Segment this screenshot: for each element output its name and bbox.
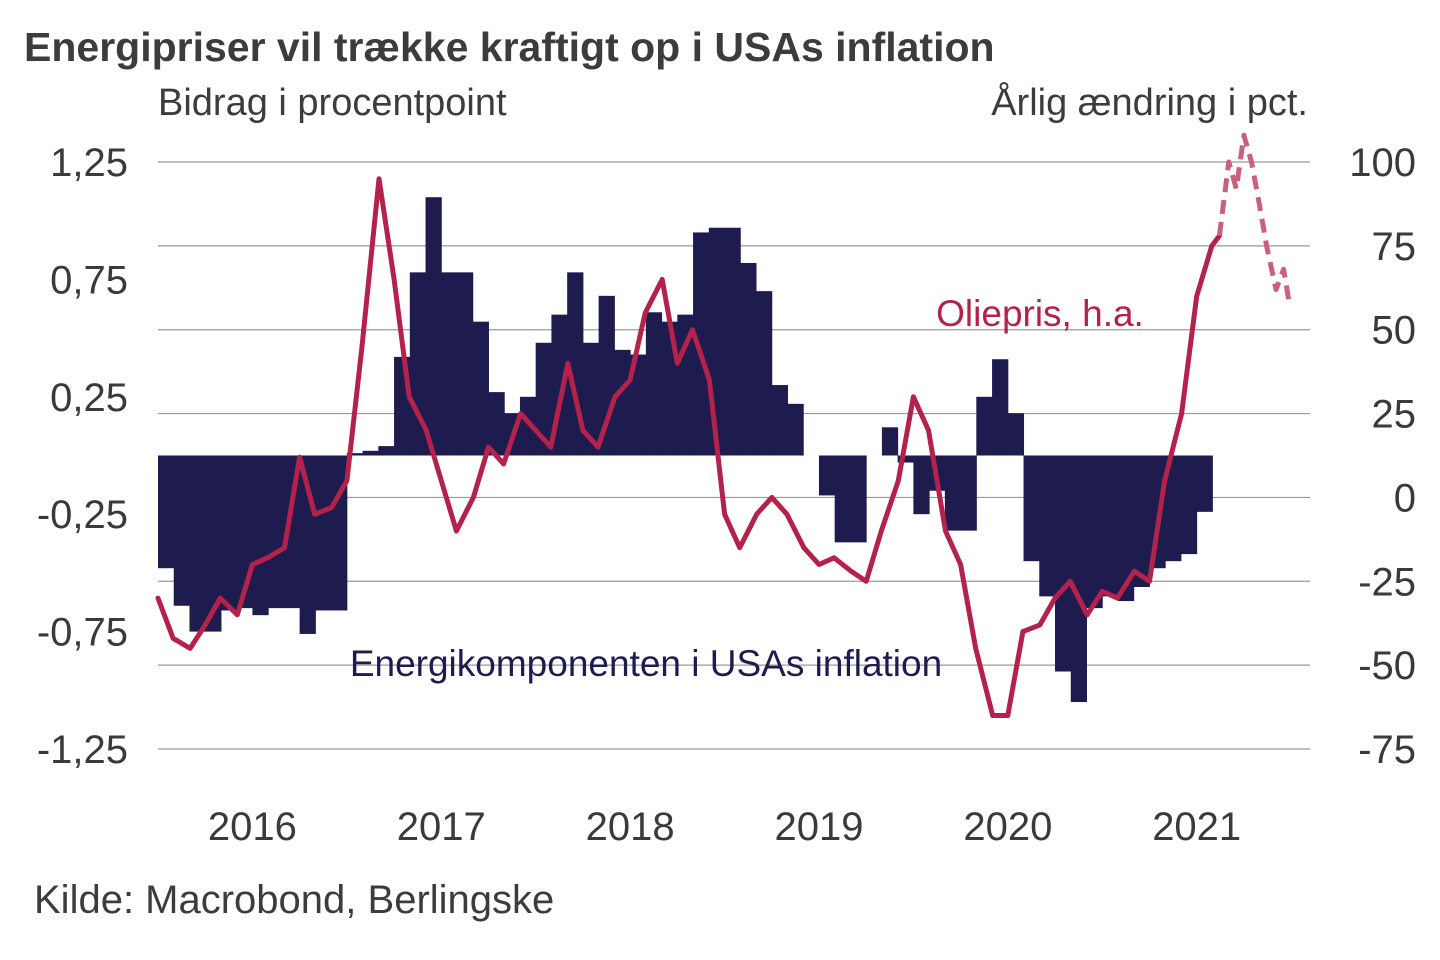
energy-bar bbox=[535, 342, 552, 456]
energy-bar bbox=[425, 197, 442, 456]
energy-bar bbox=[582, 342, 600, 456]
energy-bar bbox=[724, 227, 741, 456]
left-tick-label: -1,25 bbox=[37, 728, 128, 772]
energy-bar bbox=[441, 272, 458, 456]
energy-bar bbox=[1023, 455, 1040, 562]
energy-bar bbox=[913, 455, 930, 515]
energy-bar bbox=[205, 455, 222, 632]
right-tick-label: 0 bbox=[1394, 476, 1416, 520]
energy-bar bbox=[268, 455, 285, 609]
energy-bar bbox=[1055, 455, 1072, 672]
x-tick-label: 2021 bbox=[1152, 805, 1241, 849]
right-tick-label: 75 bbox=[1372, 225, 1417, 269]
energy-bar bbox=[1070, 455, 1087, 703]
x-tick-label: 2020 bbox=[963, 805, 1052, 849]
energy-bar bbox=[976, 396, 993, 456]
left-tick-label: 1,25 bbox=[50, 141, 128, 185]
energy-bar bbox=[834, 455, 851, 543]
oil-price-annotation: Oliepris, h.a. bbox=[936, 293, 1144, 334]
energy-bar bbox=[283, 455, 301, 609]
energy-bar bbox=[331, 455, 348, 611]
left-tick-label: -0,25 bbox=[37, 493, 128, 537]
energy-bar bbox=[944, 455, 962, 531]
energy-bar bbox=[315, 455, 332, 611]
right-axis-label: Årlig ændring i pct. bbox=[991, 82, 1308, 124]
right-tick-label: 100 bbox=[1349, 141, 1416, 185]
x-tick-label: 2019 bbox=[774, 805, 863, 849]
x-axis-ticks: 2016 2017 2018 2019 2020 2021 bbox=[208, 805, 1241, 849]
energy-bar bbox=[818, 455, 836, 496]
energy-bar bbox=[756, 291, 773, 456]
source-note: Kilde: Macrobond, Berlingske bbox=[34, 878, 555, 922]
energy-bar bbox=[1180, 455, 1198, 555]
energy-bar bbox=[1117, 455, 1135, 602]
right-axis-ticks: 100 75 50 25 0 -25 -50 -75 bbox=[1349, 141, 1416, 772]
energy-bar bbox=[362, 450, 379, 456]
energy-bar bbox=[897, 455, 914, 463]
right-tick-label: 25 bbox=[1372, 393, 1417, 437]
x-tick-label: 2018 bbox=[586, 805, 675, 849]
energy-component-annotation: Energikomponenten i USAs inflation bbox=[350, 643, 942, 684]
energy-bar bbox=[1039, 455, 1056, 597]
x-tick-label: 2017 bbox=[397, 805, 486, 849]
energy-bar bbox=[740, 262, 757, 456]
energy-bar bbox=[693, 232, 710, 456]
energy-bar bbox=[173, 455, 190, 606]
energy-bar bbox=[252, 455, 269, 616]
right-tick-label: 50 bbox=[1372, 309, 1417, 353]
right-tick-label: -50 bbox=[1358, 644, 1416, 688]
energy-bar bbox=[708, 227, 726, 456]
energy-bar bbox=[1102, 455, 1119, 597]
left-tick-label: 0,75 bbox=[50, 258, 128, 302]
energy-bar bbox=[1086, 455, 1103, 609]
left-axis-ticks: 1,25 0,75 0,25 -0,25 -0,75 -1,25 bbox=[37, 141, 128, 772]
energy-bar bbox=[1165, 455, 1182, 562]
left-tick-label: 0,25 bbox=[50, 376, 128, 420]
energy-bar bbox=[488, 392, 505, 456]
energy-bars bbox=[158, 197, 1213, 703]
energy-bar bbox=[1007, 413, 1025, 456]
energy-bar bbox=[519, 396, 537, 456]
energy-bar bbox=[992, 359, 1009, 456]
energy-bar bbox=[645, 312, 663, 456]
left-axis-label: Bidrag i procentpoint bbox=[158, 82, 507, 124]
x-tick-label: 2016 bbox=[208, 805, 297, 849]
oil-lines bbox=[155, 132, 1292, 718]
energy-bar bbox=[630, 354, 647, 456]
energy-bar bbox=[220, 455, 238, 611]
energy-bar bbox=[881, 427, 899, 456]
energy-bar bbox=[346, 453, 364, 456]
energy-bar bbox=[787, 403, 804, 456]
energy-bar bbox=[1133, 455, 1150, 587]
energy-bar bbox=[960, 455, 977, 531]
energy-bar bbox=[189, 455, 206, 632]
energy-bar bbox=[850, 455, 867, 543]
energy-bar bbox=[378, 446, 395, 456]
right-tick-label: -75 bbox=[1358, 728, 1416, 772]
right-tick-label: -25 bbox=[1358, 560, 1416, 604]
oil-price-forecast-line bbox=[1216, 132, 1292, 304]
oil-price-line bbox=[155, 176, 1222, 718]
energy-bar bbox=[457, 272, 474, 456]
energy-bar bbox=[472, 321, 489, 456]
energy-bar bbox=[614, 349, 631, 456]
energy-bar bbox=[158, 455, 175, 569]
energy-bar bbox=[771, 385, 788, 456]
energy-bar bbox=[1196, 455, 1213, 512]
chart-title: Energipriser vil trække kraftigt op i US… bbox=[24, 24, 995, 70]
left-tick-label: -0,75 bbox=[37, 611, 128, 655]
